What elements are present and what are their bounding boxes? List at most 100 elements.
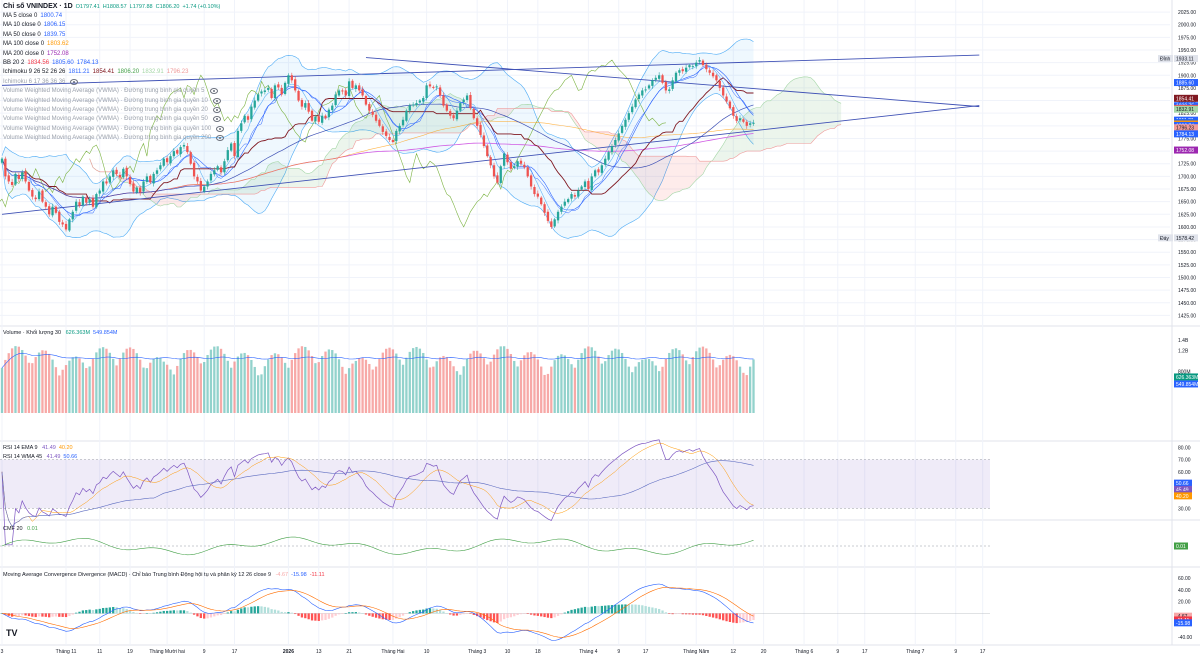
candle-body — [287, 75, 289, 84]
macd-histogram-bar — [58, 613, 60, 616]
legend-row[interactable]: Volume Weighted Moving Average (VWMA) · … — [3, 87, 224, 96]
visibility-eye-icon[interactable] — [213, 116, 221, 122]
volume-bar — [146, 368, 148, 413]
volume-bar — [227, 361, 229, 413]
visibility-eye-icon[interactable] — [213, 107, 221, 113]
candle-body — [311, 111, 313, 121]
macd-histogram-bar — [463, 613, 465, 614]
ichimoku-cloud-segment — [231, 190, 234, 194]
candle-body — [243, 116, 245, 123]
candle-body — [358, 85, 360, 90]
volume-bar — [142, 368, 144, 413]
time-axis-label: Tháng 4 — [579, 649, 598, 655]
visibility-eye-icon[interactable] — [213, 98, 221, 104]
ichimoku-cloud-segment — [272, 162, 275, 187]
volume-bar — [725, 356, 727, 413]
macd-histogram-bar — [705, 613, 707, 616]
volume-bar — [709, 353, 711, 413]
time-axis-label: 2026 — [283, 649, 294, 655]
candle-body — [217, 166, 219, 170]
time-axis-label: 13 — [316, 649, 322, 655]
macd-histogram-bar — [45, 613, 47, 616]
time-axis-label: Tháng 11 — [56, 649, 77, 655]
legend-row[interactable]: Volume Weighted Moving Average (VWMA) · … — [3, 105, 224, 114]
symbol-title-row[interactable]: Chỉ số VNINDEX · 1D O1797.41 H1808.57 L1… — [3, 2, 224, 11]
ichimoku-cloud-segment — [319, 165, 322, 187]
visibility-eye-icon[interactable] — [70, 79, 78, 85]
volume-bar — [490, 362, 492, 413]
cmf-tag-value: 0.01 — [1176, 544, 1186, 550]
volume-bar — [112, 359, 114, 413]
legend-row[interactable]: Ichimoku 6 17 36 36 36 — [3, 77, 224, 86]
visibility-eye-icon[interactable] — [210, 88, 218, 94]
candle-body — [614, 140, 616, 145]
ichimoku-cloud-segment — [780, 90, 783, 146]
volume-bar — [105, 349, 107, 413]
time-axis-label: 17 — [862, 649, 868, 655]
macd-histogram-bar — [537, 613, 539, 615]
macd-histogram-bar — [351, 612, 353, 613]
legend-row[interactable]: Volume Weighted Moving Average (VWMA) · … — [3, 96, 224, 105]
ichimoku-cloud-segment — [811, 78, 814, 144]
macd-histogram-bar — [99, 609, 101, 614]
price-axis-tick: 1950.00 — [1178, 48, 1196, 54]
macd-histogram-bar — [291, 613, 293, 614]
macd-histogram-bar — [459, 613, 461, 615]
candle-body — [520, 161, 522, 164]
volume-bar — [85, 368, 87, 413]
volume-bar — [361, 358, 363, 413]
candle-body — [324, 116, 326, 119]
pane-label-value: 0.01 — [27, 526, 38, 532]
legend-row[interactable]: Volume Weighted Moving Average (VWMA) · … — [3, 133, 224, 142]
price-axis-tick: 1625.00 — [1178, 212, 1196, 218]
volume-bar — [210, 350, 212, 413]
macd-histogram-bar — [631, 604, 633, 613]
volume-bar — [739, 367, 741, 413]
ichimoku-cloud-segment — [524, 104, 527, 108]
macd-histogram-bar — [274, 610, 276, 614]
price-axis-tick: 1675.00 — [1178, 187, 1196, 193]
cmf-pane-label[interactable]: CMF 20 0.01 — [3, 526, 38, 532]
time-axis-label: 17 — [232, 649, 238, 655]
macd-histogram-bar — [732, 613, 734, 622]
candle-body — [597, 169, 599, 172]
visibility-eye-icon[interactable] — [216, 135, 224, 141]
candle-body — [142, 181, 144, 191]
volume-bar — [183, 353, 185, 413]
candle-body — [328, 110, 330, 118]
symbol-title[interactable]: Chỉ số VNINDEX · 1D — [3, 3, 73, 11]
candle-body — [45, 202, 47, 207]
macd-histogram-bar — [719, 613, 721, 619]
ichimoku-cloud-segment — [747, 110, 750, 151]
volume-bar — [24, 356, 26, 413]
macd-histogram-bar — [146, 613, 148, 614]
tradingview-logo[interactable]: TV — [6, 628, 18, 638]
candle-body — [102, 181, 104, 191]
macd-histogram-bar — [412, 611, 414, 613]
ichimoku-cloud-segment — [784, 85, 787, 145]
macd-histogram-bar — [65, 613, 67, 617]
volume-bar — [260, 374, 262, 413]
ichimoku-cloud-segment — [299, 168, 302, 187]
legend-row[interactable]: Volume Weighted Moving Average (VWMA) · … — [3, 115, 224, 124]
price-tag-value: 1752.08 — [1176, 148, 1194, 154]
candle-body — [452, 115, 454, 118]
legend-row[interactable]: Volume Weighted Moving Average (VWMA) · … — [3, 124, 224, 133]
candle-body — [560, 207, 562, 212]
macd-pane-label[interactable]: Moving Average Convergence Divergence (M… — [3, 572, 325, 578]
ichimoku-cloud-segment — [831, 96, 834, 128]
candle-body — [725, 97, 727, 102]
visibility-eye-icon[interactable] — [216, 126, 224, 132]
candle-body — [240, 123, 242, 131]
candle-body — [159, 165, 161, 169]
